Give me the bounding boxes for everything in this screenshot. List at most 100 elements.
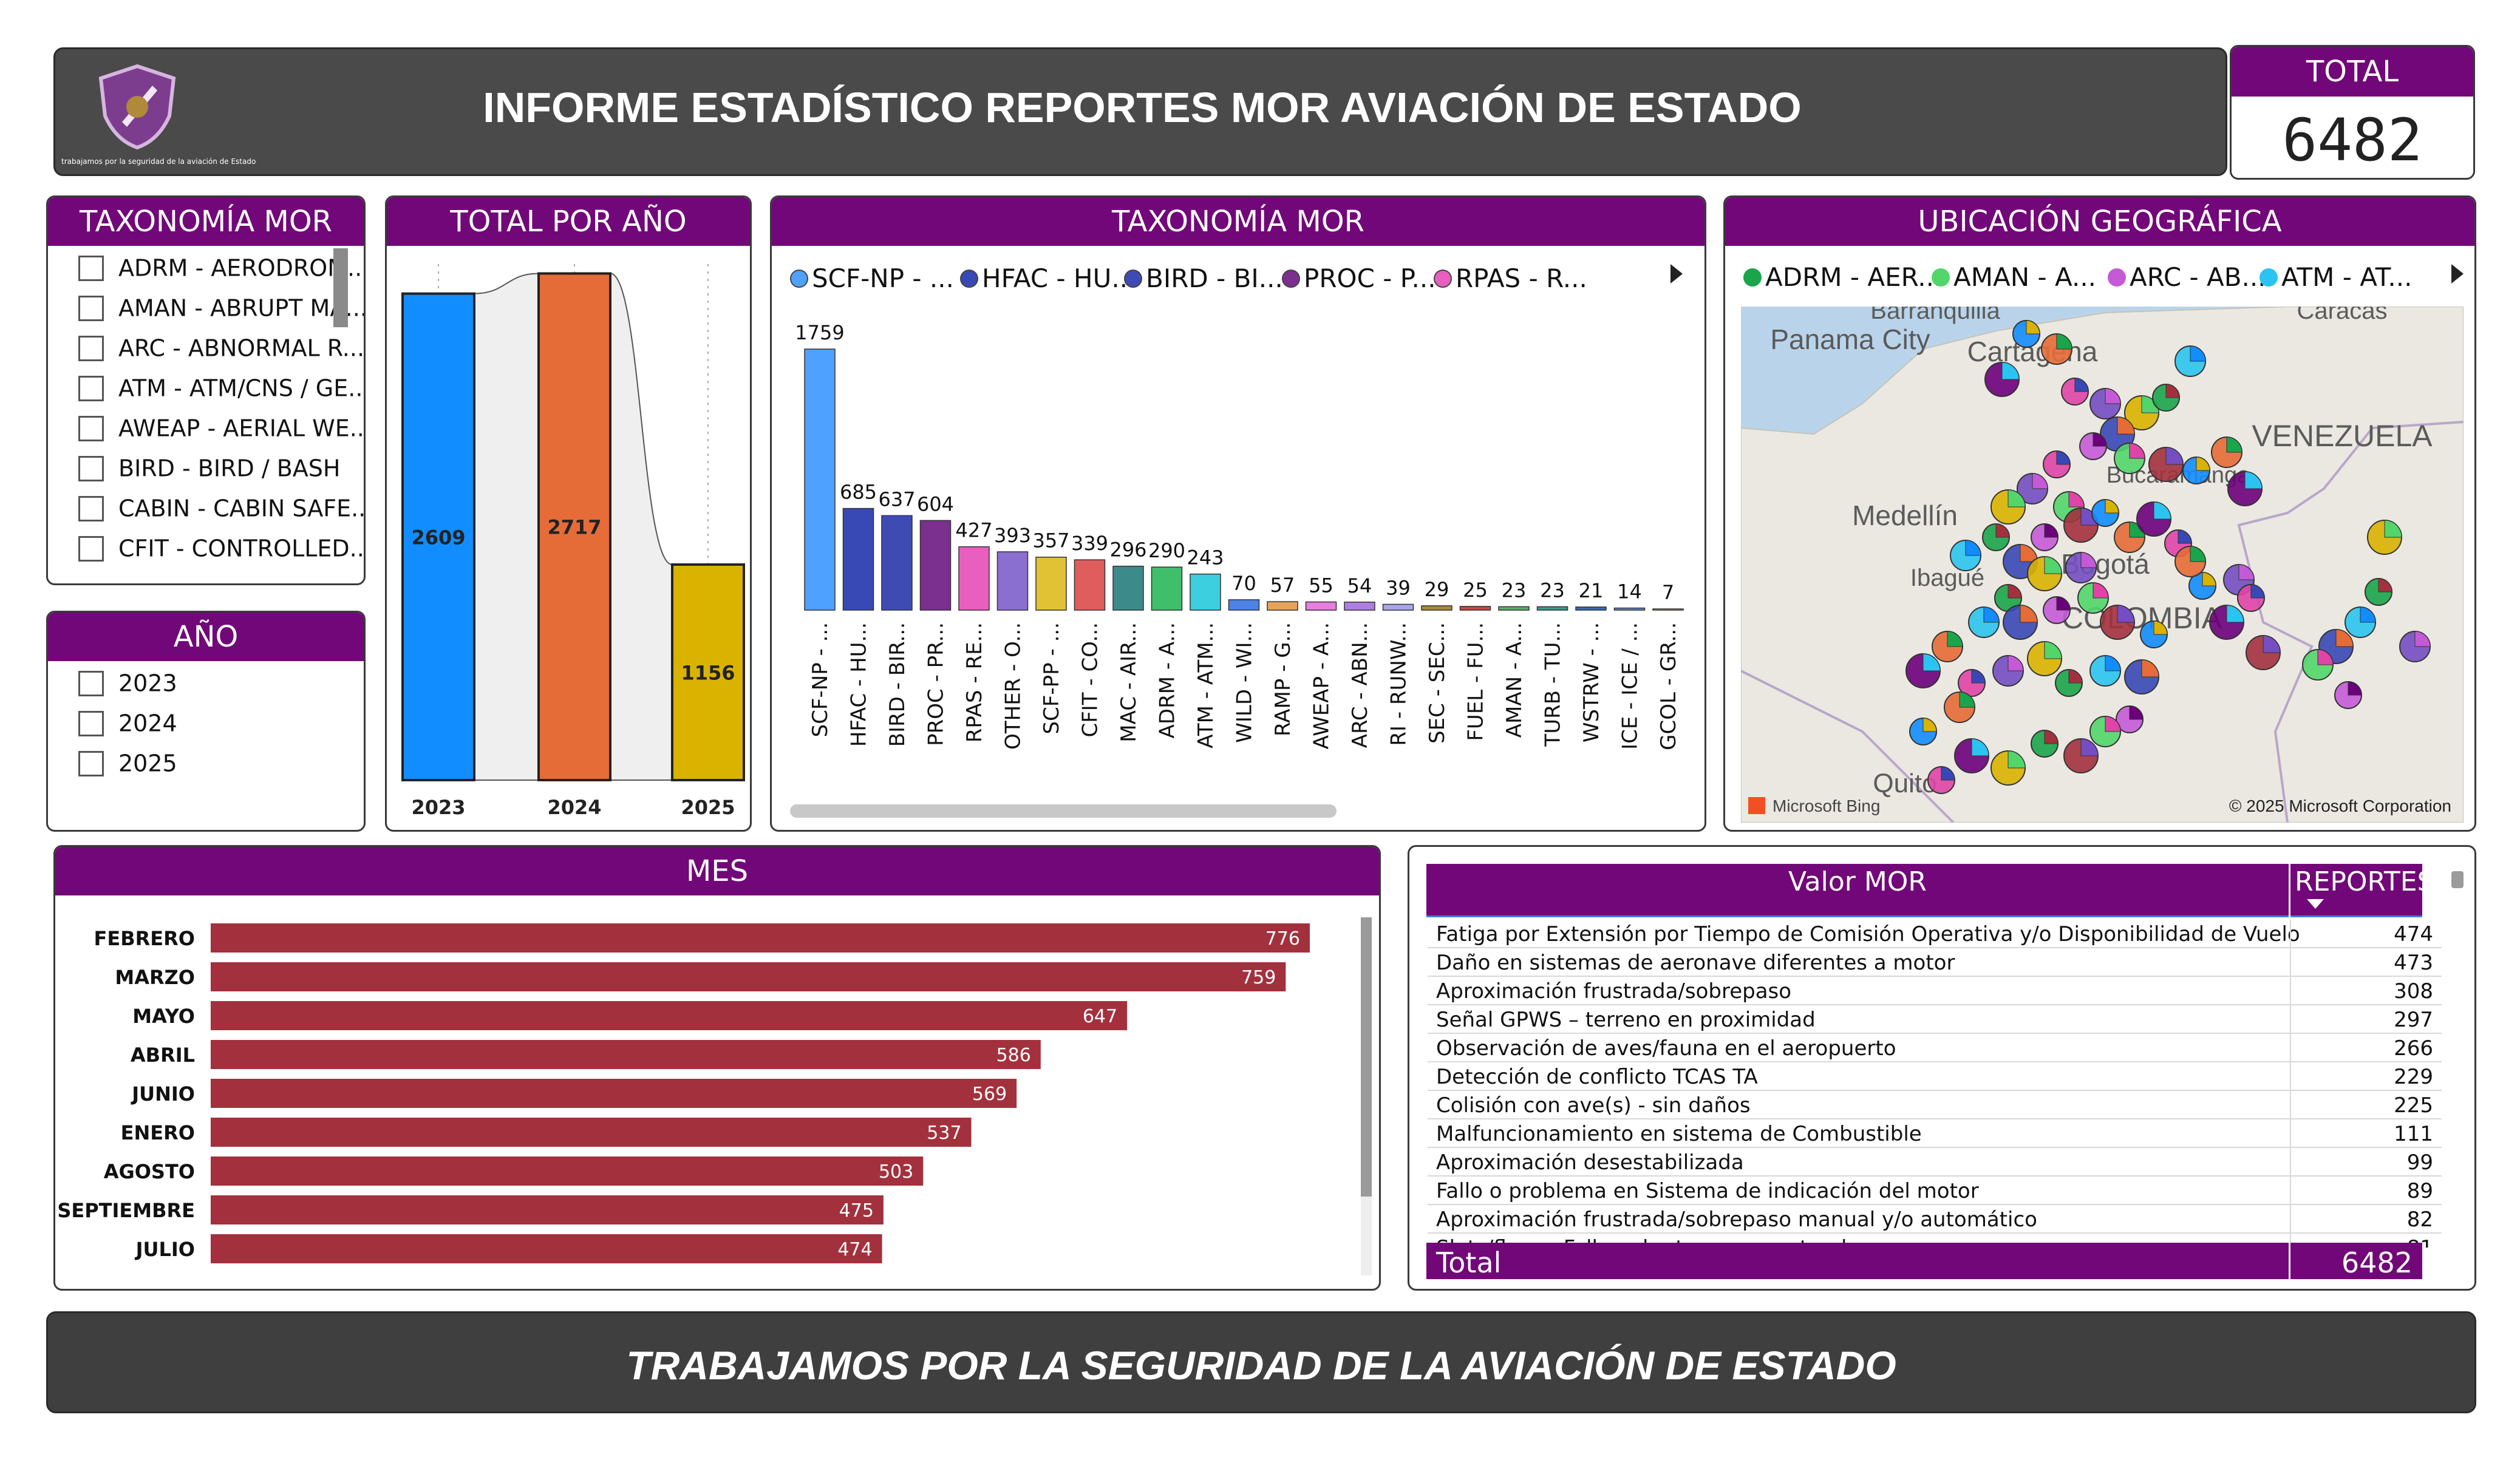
map-legend-item[interactable]: ADRM - AER... <box>1743 260 1942 292</box>
checkbox[interactable] <box>78 710 104 736</box>
legend-next-arrow[interactable] <box>1670 264 1683 284</box>
slicer-option[interactable]: CABIN - CABIN SAFE... <box>78 494 364 528</box>
taxonomy-bar <box>1190 573 1221 611</box>
cell-reportes: 89 <box>2406 1179 2433 1203</box>
map-pie-slice <box>2026 320 2040 335</box>
slicer-option-label: ATM - ATM/CNS / GE... <box>118 375 366 402</box>
map-legend-item[interactable]: AMAN - A... <box>1932 260 2096 292</box>
table-row[interactable]: Daño en sistemas de aeronave diferentes … <box>1428 948 2442 977</box>
table-row[interactable]: Aproximación desestabilizada 99 <box>1428 1148 2442 1177</box>
map-legend-item[interactable]: ATM - AT... <box>2259 260 2412 292</box>
slicer-option[interactable]: ARC - ABNORMAL R... <box>78 333 364 367</box>
page-title: INFORME ESTADÍSTICO REPORTES MOR AVIACIÓ… <box>483 84 1802 131</box>
taxonomy-bar <box>1421 605 1452 611</box>
taxonomy-data-label: 21 <box>1579 579 1604 602</box>
landmass <box>1741 307 2464 823</box>
month-data-label: 537 <box>927 1122 961 1144</box>
slicer-option[interactable]: CFIT - CONTROLLED... <box>78 534 364 568</box>
slicer-option[interactable]: AMAN - ABRUPT MA... <box>78 293 364 327</box>
month-bar <box>211 1040 1041 1069</box>
checkbox[interactable] <box>78 415 104 441</box>
map-pie-slice <box>2105 716 2121 732</box>
month-tick-label: MARZO <box>115 966 195 989</box>
checkbox[interactable] <box>78 670 104 696</box>
slicer-scrollbar[interactable] <box>333 248 348 327</box>
legend-dot-icon <box>1932 268 1950 287</box>
year-chart: 2609 2023 2717 2024 1156 2025 <box>401 264 745 819</box>
slicer-option[interactable]: AWEAP - AERIAL WE... <box>78 413 364 447</box>
checkbox[interactable] <box>78 455 104 481</box>
taxonomy-data-label: 339 <box>1071 532 1108 555</box>
legend-item[interactable]: PROC - P... <box>1282 262 1436 293</box>
map-pie-slice <box>2384 520 2402 538</box>
chart-horizontal-scrollbar[interactable] <box>790 804 1337 818</box>
sort-descending-icon[interactable] <box>2307 899 2324 909</box>
checkbox[interactable] <box>78 295 104 321</box>
year-option[interactable]: 2023 <box>78 668 177 702</box>
table-scrollbar-thumb[interactable] <box>2451 871 2464 888</box>
taxonomy-tick-label: WSTRW - ... <box>1579 622 1604 742</box>
map-pie-slice <box>2153 620 2168 635</box>
table-row[interactable]: Detección de conflicto TCAS TA 229 <box>1428 1062 2442 1091</box>
map-pie-slice <box>2032 473 2048 489</box>
map-legend-next-arrow[interactable] <box>2451 264 2464 284</box>
slicer-option[interactable]: BIRD - BIRD / BASH <box>78 453 340 487</box>
legend-item[interactable]: HFAC - HU... <box>960 262 1136 293</box>
map-pie-slice <box>1971 669 1986 684</box>
legend-item[interactable]: RPAS - R... <box>1434 262 1587 293</box>
total-row-label: Total <box>1436 1246 1502 1279</box>
cell-reportes: 82 <box>2406 1207 2433 1232</box>
checkbox[interactable] <box>78 495 104 521</box>
table-row[interactable]: Señal GPWS – terreno en proximidad 297 <box>1428 1005 2442 1034</box>
map-pie-slice <box>1922 718 1937 732</box>
table-row[interactable]: Malfuncionamiento en sistema de Combusti… <box>1428 1119 2442 1148</box>
month-scrollbar[interactable] <box>1361 917 1372 1275</box>
checkbox[interactable] <box>78 535 104 562</box>
map-pie-slice <box>2244 471 2263 489</box>
taxonomy-data-label: 54 <box>1347 574 1372 597</box>
table-row[interactable]: Fatiga por Extensión por Tiempo de Comis… <box>1428 920 2442 948</box>
map-pie-slice <box>2202 572 2216 586</box>
legend-item[interactable]: SCF-NP - ... <box>790 262 954 293</box>
map-pie-slice <box>2074 378 2089 392</box>
taxonomy-tick-label: GCOL - GR... <box>1657 622 1681 750</box>
table-row[interactable]: Aproximación frustrada/sobrepaso manual … <box>1428 1205 2442 1234</box>
map-place-label: Caracas <box>2297 307 2388 324</box>
column-divider <box>2290 1234 2291 1248</box>
taxonomy-bar <box>1459 606 1491 611</box>
year-option[interactable]: 2025 <box>78 749 177 783</box>
year-slicer-title: AÑO <box>48 613 364 661</box>
map-legend-label: ARC - AB... <box>2130 262 2266 292</box>
checkbox[interactable] <box>78 750 104 776</box>
year-option[interactable]: 2024 <box>78 708 177 742</box>
month-data-label: 503 <box>879 1161 913 1183</box>
map-pie-slice <box>2226 605 2244 623</box>
column-header-reportes[interactable]: REPORTES <box>2295 866 2434 897</box>
cell-reportes: 297 <box>2394 1008 2433 1032</box>
map-title: UBICACIÓN GEOGRÁFICA <box>1725 197 2474 246</box>
map-legend-item[interactable]: ARC - AB... <box>2108 260 2266 292</box>
month-scrollbar-thumb[interactable] <box>1361 917 1372 1197</box>
taxonomy-bar <box>1344 602 1375 611</box>
checkbox[interactable] <box>78 375 104 401</box>
table-row[interactable]: Fallo o problema en Sistema de indicació… <box>1428 1177 2442 1205</box>
column-divider <box>2290 1091 2291 1119</box>
map-pie-slice <box>2178 529 2192 544</box>
slicer-option[interactable]: ADRM - AERODROM... <box>78 253 364 287</box>
year-option-label: 2024 <box>118 710 177 737</box>
table-row[interactable]: Colisión con ave(s) - sin daños 225 <box>1428 1091 2442 1119</box>
slicer-option[interactable]: ATM - ATM/CNS / GE... <box>78 373 366 407</box>
map-pie-slice <box>2056 450 2071 465</box>
taxonomy-tick-label: SCF-NP - ... <box>808 622 833 737</box>
map-legend-label: ATM - AT... <box>2281 262 2413 292</box>
map-place-label: Medellín <box>1852 500 1958 531</box>
checkbox[interactable] <box>78 255 104 281</box>
table-row[interactable]: Aproximación frustrada/sobrepaso 308 <box>1428 977 2442 1005</box>
column-header-valor-mor[interactable]: Valor MOR <box>1788 866 1927 897</box>
legend-item[interactable]: BIRD - BI... <box>1124 262 1283 293</box>
checkbox[interactable] <box>78 335 104 361</box>
legend-dot-icon <box>790 269 808 288</box>
table-row[interactable]: Observación de aves/fauna en el aeropuer… <box>1428 1034 2442 1062</box>
logo-caption: trabajamos por la seguridad de la aviaci… <box>61 157 256 166</box>
